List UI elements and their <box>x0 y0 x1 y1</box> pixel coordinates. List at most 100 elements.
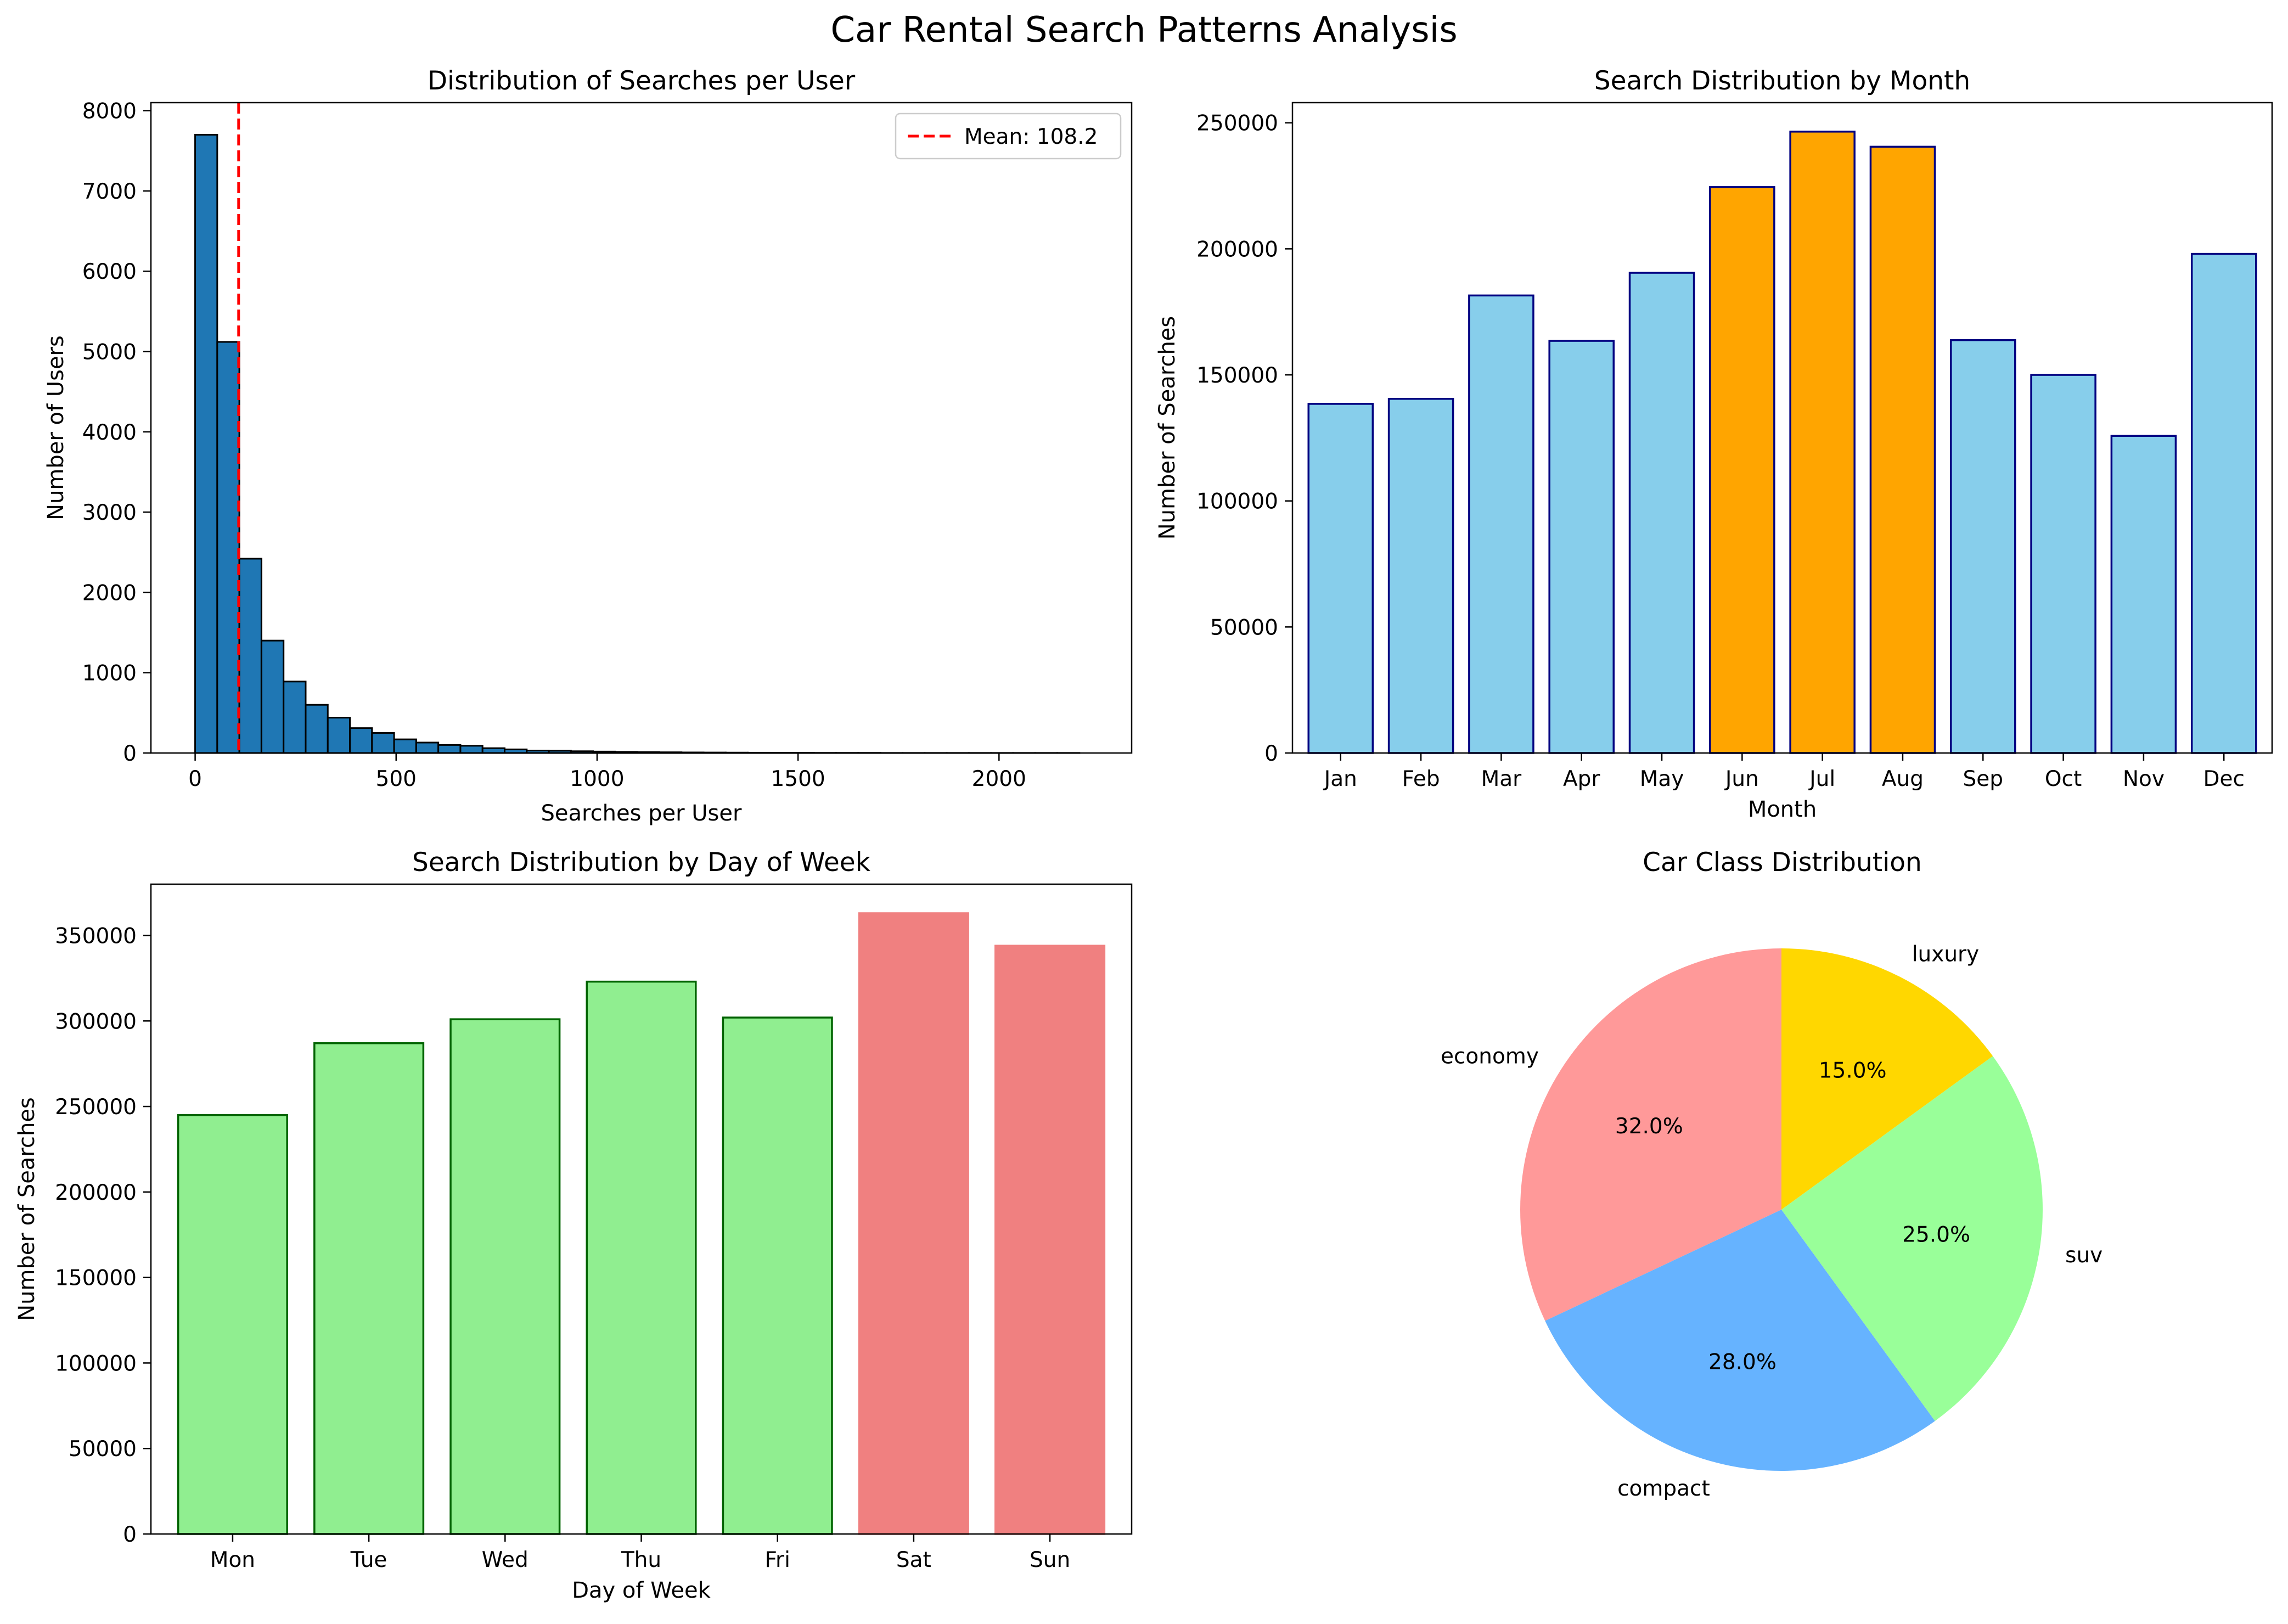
pie-pct-label: 25.0% <box>1902 1223 1970 1247</box>
hist-bar <box>394 739 416 753</box>
hist-bar <box>239 559 261 753</box>
weekday-xtick-label: Thu <box>621 1548 661 1572</box>
weekday-ytick-label: 0 <box>123 1522 137 1547</box>
weekday-bar <box>723 1018 832 1534</box>
weekday-ylabel: Number of Searches <box>14 1097 40 1321</box>
month-ytick-label: 50000 <box>1210 615 1278 640</box>
hist-xtick-label: 0 <box>188 767 202 791</box>
month-bar <box>1308 404 1373 753</box>
hist-bar <box>482 748 504 753</box>
hist-ylabel: Number of Users <box>43 335 69 520</box>
weekday-xtick-label: Sun <box>1030 1548 1070 1572</box>
month-xtick-label: Mar <box>1481 767 1522 791</box>
weekday-bar <box>178 1115 288 1534</box>
hist-ytick-label: 8000 <box>82 99 137 124</box>
weekday-title: Search Distribution by Day of Week <box>412 847 871 878</box>
hist-xtick-label: 2000 <box>972 767 1026 791</box>
weekday-bar <box>587 982 696 1534</box>
pie-label: compact <box>1617 1476 1710 1501</box>
month-bar <box>1790 132 1854 753</box>
month-bar <box>2031 375 2095 753</box>
month-ytick-label: 100000 <box>1196 490 1278 514</box>
month-bar <box>1710 187 1774 753</box>
hist-bar <box>372 733 394 753</box>
pie-title: Car Class Distribution <box>1643 847 1922 878</box>
weekday-xtick-label: Tue <box>350 1548 387 1572</box>
weekday-bar <box>451 1019 560 1534</box>
pie-label: luxury <box>1912 942 1979 966</box>
weekday-xtick-label: Wed <box>482 1548 529 1572</box>
hist-ytick-label: 5000 <box>82 340 137 365</box>
month-xtick-label: Oct <box>2045 767 2082 791</box>
month-ytick-label: 0 <box>1264 741 1278 766</box>
hist-ytick-label: 2000 <box>82 581 137 605</box>
weekday-xtick-label: Mon <box>210 1548 255 1572</box>
hist-ytick-label: 6000 <box>82 260 137 284</box>
hist-ytick-label: 0 <box>123 741 137 766</box>
hist-bar <box>217 342 239 753</box>
weekday-ytick-label: 200000 <box>55 1181 137 1205</box>
weekday-xtick-label: Fri <box>764 1548 790 1572</box>
weekday-ytick-label: 150000 <box>55 1266 137 1291</box>
month-bar <box>1630 273 1694 753</box>
pie-pct-label: 32.0% <box>1615 1114 1683 1139</box>
month-xtick-label: Aug <box>1882 767 1924 791</box>
month-xtick-label: Jul <box>1808 767 1835 791</box>
weekday-ytick-label: 250000 <box>55 1095 137 1120</box>
month-title: Search Distribution by Month <box>1594 66 1970 96</box>
hist-bar <box>284 682 306 753</box>
hist-title: Distribution of Searches per User <box>428 66 856 96</box>
weekday-ytick-label: 300000 <box>55 1009 137 1034</box>
month-ylabel: Number of Searches <box>1155 316 1180 540</box>
month-xtick-label: May <box>1640 767 1684 791</box>
weekday-bar <box>996 946 1105 1534</box>
hist-ytick-label: 3000 <box>82 501 137 525</box>
weekday-bar <box>314 1043 424 1534</box>
month-bar <box>1870 147 1935 753</box>
month-bar <box>2111 436 2175 753</box>
figure-title: Car Rental Search Patterns Analysis <box>0 10 2288 50</box>
month-ytick-label: 250000 <box>1196 111 1278 136</box>
pie-label: economy <box>1441 1044 1539 1069</box>
weekday-xtick-label: Sat <box>896 1548 931 1572</box>
weekday-ytick-label: 350000 <box>55 924 137 948</box>
month-ytick-label: 200000 <box>1196 237 1278 262</box>
month-bar <box>1549 341 1614 753</box>
month-xlabel: Month <box>1748 797 1817 822</box>
month-ytick-label: 150000 <box>1196 363 1278 388</box>
weekday-ytick-label: 100000 <box>55 1351 137 1376</box>
month-bar <box>1951 340 2015 753</box>
pie-pct-label: 28.0% <box>1708 1350 1777 1375</box>
hist-bar <box>328 718 350 753</box>
hist-bar <box>416 743 438 753</box>
month-bar <box>1469 295 1533 753</box>
hist-ytick-label: 1000 <box>82 661 137 686</box>
month-bar <box>1389 399 1453 753</box>
hist-xtick-label: 1500 <box>771 767 825 791</box>
hist-bar <box>195 135 217 753</box>
weekday-bar <box>859 913 969 1534</box>
hist-ytick-label: 7000 <box>82 179 137 204</box>
hist-xtick-label: 1000 <box>570 767 624 791</box>
month-xtick-label: Nov <box>2123 767 2165 791</box>
month-xtick-label: Jun <box>1724 767 1759 791</box>
month-xtick-label: Apr <box>1563 767 1600 791</box>
hist-xlabel: Searches per User <box>541 801 742 826</box>
month-xtick-label: Jan <box>1323 767 1357 791</box>
weekday-ytick-label: 50000 <box>69 1437 137 1462</box>
pie-pct-label: 15.0% <box>1819 1059 1887 1083</box>
hist-bar <box>261 640 283 753</box>
month-xtick-label: Sep <box>1963 767 2004 791</box>
hist-ytick-label: 4000 <box>82 420 137 445</box>
hist-bar <box>350 728 372 753</box>
hist-legend-label: Mean: 108.2 <box>964 125 1098 149</box>
hist-axes <box>151 103 1132 753</box>
hist-bar <box>439 745 460 753</box>
hist-bar <box>460 746 482 753</box>
month-xtick-label: Dec <box>2203 767 2244 791</box>
hist-bar <box>306 705 328 753</box>
month-xtick-label: Feb <box>1402 767 1440 791</box>
weekday-xlabel: Day of Week <box>572 1578 711 1603</box>
